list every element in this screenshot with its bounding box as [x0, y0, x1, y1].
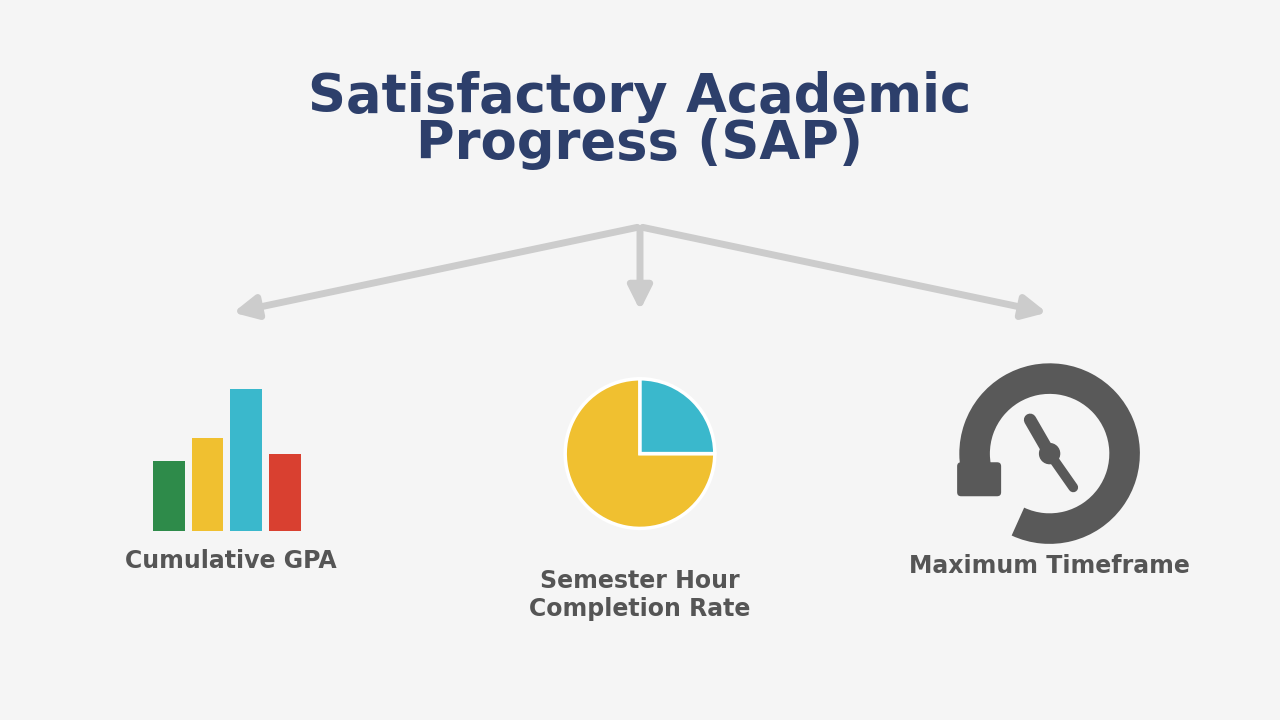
Bar — [192, 438, 224, 531]
Bar — [152, 462, 184, 531]
Text: Progress (SAP): Progress (SAP) — [416, 118, 864, 170]
Text: Satisfactory Academic: Satisfactory Academic — [308, 71, 972, 123]
FancyBboxPatch shape — [957, 462, 1001, 496]
Circle shape — [1039, 444, 1060, 464]
Text: Semester Hour
Completion Rate: Semester Hour Completion Rate — [530, 569, 750, 621]
Text: Cumulative GPA: Cumulative GPA — [124, 549, 337, 573]
Wedge shape — [566, 379, 714, 528]
Bar — [269, 454, 301, 531]
Text: Maximum Timeframe: Maximum Timeframe — [909, 554, 1190, 577]
Bar — [230, 389, 262, 531]
Wedge shape — [640, 379, 714, 454]
